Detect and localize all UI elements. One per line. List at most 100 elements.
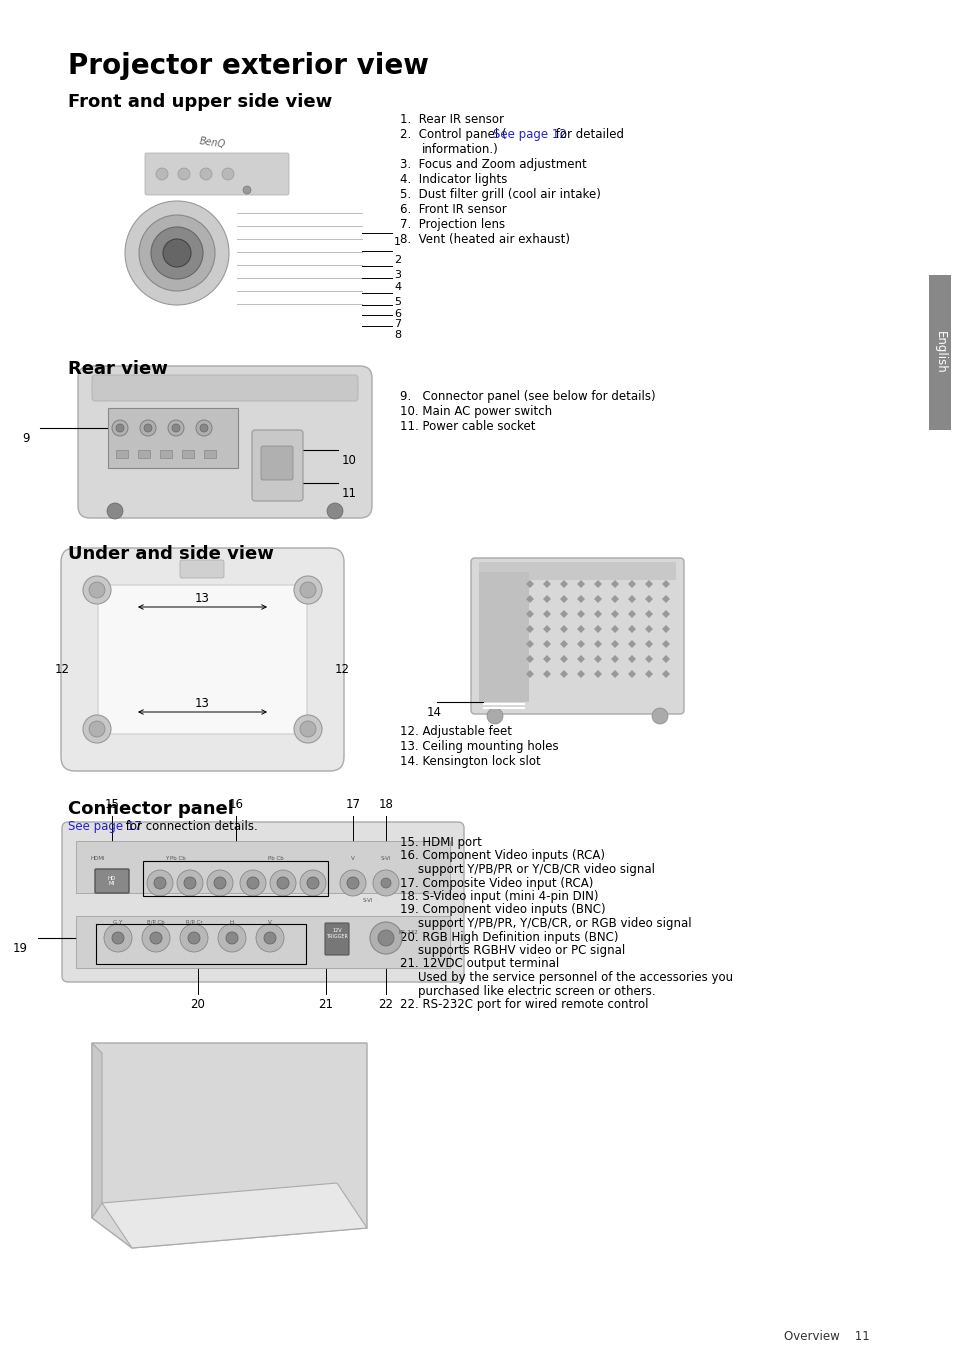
Text: information.): information.) xyxy=(421,142,498,156)
Text: 5: 5 xyxy=(394,297,400,306)
Circle shape xyxy=(112,420,128,437)
Text: for connection details.: for connection details. xyxy=(122,820,257,833)
Circle shape xyxy=(172,424,180,433)
Circle shape xyxy=(104,923,132,952)
Circle shape xyxy=(200,168,212,180)
Text: 3.  Focus and Zoom adjustment: 3. Focus and Zoom adjustment xyxy=(399,159,586,171)
Text: 13: 13 xyxy=(194,697,210,711)
Circle shape xyxy=(147,871,172,896)
Polygon shape xyxy=(542,595,551,603)
Bar xyxy=(160,450,172,458)
Circle shape xyxy=(163,239,191,267)
Text: 6: 6 xyxy=(394,309,400,319)
Circle shape xyxy=(294,576,322,603)
Circle shape xyxy=(380,877,391,888)
Bar xyxy=(116,450,128,458)
Circle shape xyxy=(200,424,208,433)
Polygon shape xyxy=(577,640,584,648)
Circle shape xyxy=(156,168,168,180)
Text: H: H xyxy=(230,919,233,925)
Polygon shape xyxy=(542,670,551,678)
Text: Rear view: Rear view xyxy=(68,359,168,378)
Polygon shape xyxy=(559,655,567,663)
Text: S-Vi: S-Vi xyxy=(380,856,391,861)
Text: 17: 17 xyxy=(345,797,360,811)
Circle shape xyxy=(339,871,366,896)
Polygon shape xyxy=(525,670,534,678)
Circle shape xyxy=(139,216,214,292)
Polygon shape xyxy=(627,595,636,603)
Text: support Y/PB/PR, Y/CB/CR, or RGB video signal: support Y/PB/PR, Y/CB/CR, or RGB video s… xyxy=(417,917,691,930)
Circle shape xyxy=(213,877,226,890)
Circle shape xyxy=(299,582,315,598)
Bar xyxy=(482,702,524,705)
Polygon shape xyxy=(577,610,584,618)
Text: English: English xyxy=(933,331,945,373)
FancyBboxPatch shape xyxy=(91,376,357,401)
Circle shape xyxy=(125,201,229,305)
Circle shape xyxy=(207,871,233,896)
Circle shape xyxy=(89,721,105,738)
Circle shape xyxy=(255,923,284,952)
Bar xyxy=(96,923,306,964)
FancyBboxPatch shape xyxy=(61,548,344,772)
Circle shape xyxy=(142,923,170,952)
FancyBboxPatch shape xyxy=(252,430,303,500)
Polygon shape xyxy=(594,580,601,589)
Polygon shape xyxy=(594,640,601,648)
Text: V: V xyxy=(351,856,355,861)
Polygon shape xyxy=(525,655,534,663)
Text: Used by the service personnel of the accessories you: Used by the service personnel of the acc… xyxy=(417,971,732,984)
Polygon shape xyxy=(610,610,618,618)
Polygon shape xyxy=(644,640,652,648)
Text: 8.  Vent (heated air exhaust): 8. Vent (heated air exhaust) xyxy=(399,233,569,245)
FancyBboxPatch shape xyxy=(261,446,293,480)
Polygon shape xyxy=(525,625,534,633)
Circle shape xyxy=(168,420,184,437)
Text: HD
MI: HD MI xyxy=(108,876,116,887)
Text: 21: 21 xyxy=(318,998,334,1012)
Polygon shape xyxy=(594,610,601,618)
FancyBboxPatch shape xyxy=(471,559,683,715)
Polygon shape xyxy=(559,610,567,618)
Polygon shape xyxy=(542,640,551,648)
Text: 15. HDMI port: 15. HDMI port xyxy=(399,837,481,849)
Circle shape xyxy=(370,922,401,955)
Polygon shape xyxy=(644,610,652,618)
Polygon shape xyxy=(525,610,534,618)
Polygon shape xyxy=(610,670,618,678)
Circle shape xyxy=(140,420,156,437)
Circle shape xyxy=(116,424,124,433)
Polygon shape xyxy=(661,610,669,618)
Polygon shape xyxy=(594,595,601,603)
Polygon shape xyxy=(542,610,551,618)
Circle shape xyxy=(153,877,166,890)
Text: 16: 16 xyxy=(229,797,243,811)
Circle shape xyxy=(299,721,315,738)
Text: S-VI: S-VI xyxy=(362,898,373,903)
Text: G Y: G Y xyxy=(113,919,123,925)
Polygon shape xyxy=(577,580,584,589)
Text: Connector panel: Connector panel xyxy=(68,800,233,818)
Text: 18: 18 xyxy=(378,797,393,811)
Polygon shape xyxy=(594,655,601,663)
Text: 12: 12 xyxy=(55,663,70,677)
Circle shape xyxy=(651,708,667,724)
Circle shape xyxy=(184,877,195,890)
Polygon shape xyxy=(661,655,669,663)
Circle shape xyxy=(83,715,111,743)
Text: BenQ: BenQ xyxy=(198,136,226,149)
Circle shape xyxy=(294,715,322,743)
Text: 19. Component video inputs (BNC): 19. Component video inputs (BNC) xyxy=(399,903,605,917)
Polygon shape xyxy=(102,1182,367,1248)
Text: 21. 12VDC output terminal: 21. 12VDC output terminal xyxy=(399,957,558,971)
Text: 6.  Front IR sensor: 6. Front IR sensor xyxy=(399,203,506,216)
Circle shape xyxy=(150,932,162,944)
Polygon shape xyxy=(525,595,534,603)
Circle shape xyxy=(243,186,251,194)
Text: 16. Component Video inputs (RCA): 16. Component Video inputs (RCA) xyxy=(399,849,604,862)
Circle shape xyxy=(195,420,212,437)
Bar xyxy=(182,450,193,458)
Circle shape xyxy=(377,930,394,946)
Polygon shape xyxy=(542,655,551,663)
